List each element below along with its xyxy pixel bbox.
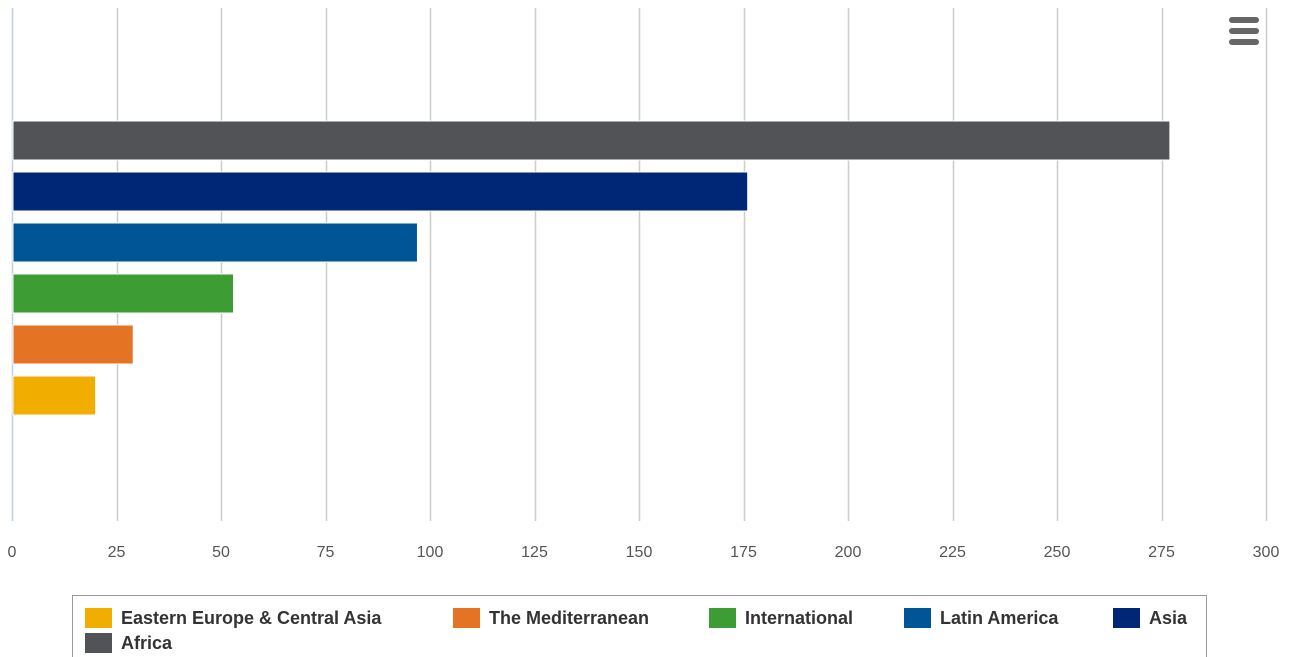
x-tick-label: 300: [1253, 544, 1280, 561]
legend-swatch: [85, 608, 112, 628]
x-tick-label: 250: [1044, 544, 1071, 561]
x-tick-label: 0: [8, 544, 17, 561]
x-axis-ticks: 0 25 50 75 100 125 150 175 200 225 250 275 300: [8, 544, 1280, 561]
x-tick-label: 100: [417, 544, 444, 561]
legend-item[interactable]: Latin America: [904, 606, 1058, 630]
bar-eastern-europe-central-asia[interactable]: [12, 375, 97, 416]
legend: Eastern Europe & Central Asia The Mediter…: [72, 595, 1207, 657]
legend-label: The Mediterranean: [489, 607, 650, 628]
x-tick-label: 175: [730, 544, 757, 561]
legend-label: International: [745, 607, 854, 628]
chart-menu-button[interactable]: [1226, 14, 1262, 48]
x-tick-label: 225: [939, 544, 966, 561]
legend-item[interactable]: Africa: [85, 631, 172, 655]
hamburger-menu-icon-bar: [1229, 28, 1259, 34]
gridlines: [11, 8, 1268, 521]
hamburger-menu-icon: [1229, 17, 1259, 23]
legend-swatch: [904, 608, 931, 628]
bar-africa[interactable]: [12, 120, 1171, 161]
bar-latin-america[interactable]: [12, 222, 418, 263]
legend-swatch: [1113, 608, 1140, 628]
legend-label: Latin America: [940, 607, 1059, 628]
legend-swatch: [709, 608, 736, 628]
legend-item[interactable]: Eastern Europe & Central Asia: [85, 606, 381, 630]
bars: [12, 120, 1171, 416]
legend-label: Africa: [121, 632, 173, 653]
x-tick-label: 125: [521, 544, 548, 561]
bar-asia[interactable]: [12, 171, 749, 212]
legend-swatch: [85, 633, 112, 653]
bar-international[interactable]: [12, 273, 235, 314]
x-tick-label: 200: [835, 544, 862, 561]
legend-label: Asia: [1149, 607, 1188, 628]
x-tick-label: 150: [626, 544, 653, 561]
legend-item[interactable]: The Mediterranean: [453, 606, 649, 630]
x-tick-label: 25: [108, 544, 126, 561]
x-tick-label: 275: [1148, 544, 1175, 561]
hamburger-menu-icon-bar: [1229, 39, 1259, 45]
legend-item[interactable]: International: [709, 606, 853, 630]
legend-label: Eastern Europe & Central Asia: [121, 607, 382, 628]
legend-item[interactable]: Asia: [1113, 606, 1187, 630]
x-tick-label: 50: [212, 544, 230, 561]
x-tick-label: 75: [317, 544, 335, 561]
bar-the-mediterranean[interactable]: [12, 324, 134, 365]
legend-swatch: [453, 608, 480, 628]
